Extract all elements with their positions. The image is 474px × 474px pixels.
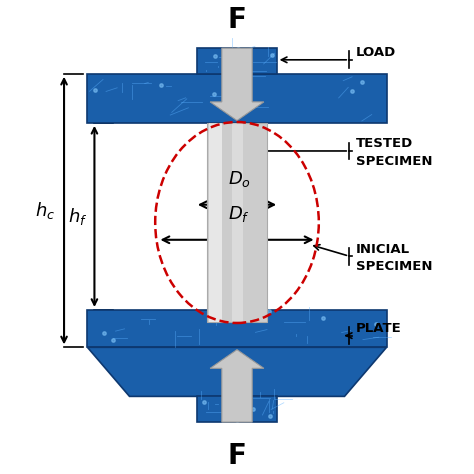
Polygon shape <box>210 350 264 422</box>
Text: $D_o$: $D_o$ <box>228 169 251 189</box>
Bar <box>207 123 267 321</box>
Text: $h_c$: $h_c$ <box>35 200 55 221</box>
Text: PLATE: PLATE <box>356 322 402 335</box>
Text: $h_f$: $h_f$ <box>68 206 88 227</box>
Text: F: F <box>228 6 246 34</box>
Polygon shape <box>87 347 387 396</box>
Text: $D_f$: $D_f$ <box>228 204 250 224</box>
Bar <box>232 123 243 321</box>
Polygon shape <box>210 48 264 120</box>
Text: TESTED: TESTED <box>356 137 413 150</box>
Text: SPECIMEN: SPECIMEN <box>356 260 433 273</box>
Text: F: F <box>228 442 246 470</box>
Bar <box>87 74 387 123</box>
Bar <box>197 396 277 422</box>
Text: LOAD: LOAD <box>356 46 396 59</box>
Text: SPECIMEN: SPECIMEN <box>356 155 433 168</box>
Bar <box>209 123 222 321</box>
Text: INICIAL: INICIAL <box>356 243 410 255</box>
Bar <box>87 310 387 347</box>
Bar <box>197 48 277 74</box>
